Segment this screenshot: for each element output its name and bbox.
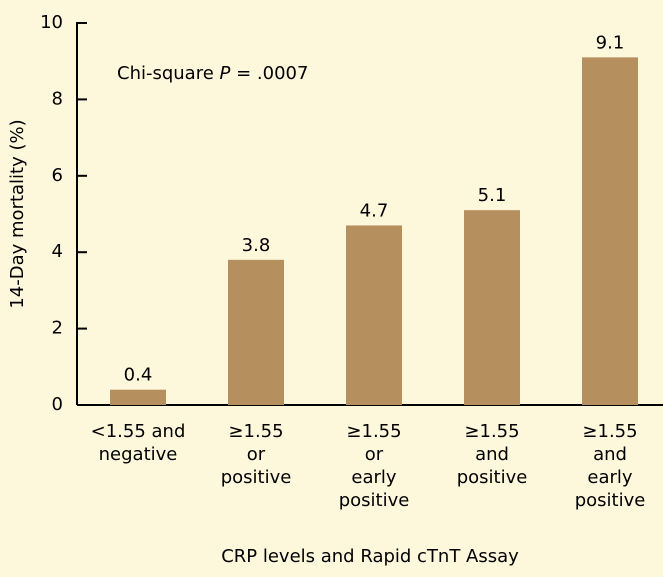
bar (582, 57, 638, 405)
y-tick-label: 2 (52, 318, 63, 339)
bar (346, 225, 402, 405)
x-tick-label: negative (99, 444, 178, 465)
bar (228, 259, 284, 405)
x-tick-label: or (247, 444, 266, 465)
value-label: 3.8 (242, 235, 271, 256)
bar (110, 389, 166, 405)
y-tick-label: 10 (40, 12, 63, 33)
y-tick-label: 4 (52, 241, 63, 262)
y-tick-label: 6 (52, 165, 63, 186)
y-axis-label: 14-Day mortality (%) (7, 119, 28, 308)
x-tick-label: early (351, 467, 397, 488)
annotation-text: P (220, 63, 231, 84)
x-tick-label: or (365, 444, 384, 465)
annotation: Chi-square P = .0007 (117, 63, 308, 84)
value-label: 9.1 (596, 32, 625, 53)
value-label: 4.7 (360, 200, 389, 221)
bar (464, 210, 520, 405)
y-tick-label: 8 (52, 88, 63, 109)
x-tick-label: ≥1.55 (228, 421, 283, 442)
x-tick-label: positive (221, 467, 292, 488)
x-axis-label: CRP levels and Rapid cTnT Assay (221, 546, 519, 567)
annotation-text: = .0007 (230, 63, 308, 84)
x-tick-label: positive (457, 467, 528, 488)
x-tick-label: positive (339, 490, 410, 511)
x-tick-label: positive (575, 490, 646, 511)
x-tick-label: ≥1.55 (346, 421, 401, 442)
x-tick-label: and (593, 444, 627, 465)
x-tick-label: ≥1.55 (464, 421, 519, 442)
value-label: 0.4 (124, 365, 153, 386)
x-tick-label: and (475, 444, 509, 465)
annotation-text: Chi-square (117, 63, 220, 84)
x-tick-label: <1.55 and (91, 421, 186, 442)
x-tick-label: ≥1.55 (582, 421, 637, 442)
value-label: 5.1 (478, 185, 507, 206)
y-tick-label: 0 (52, 394, 63, 415)
x-tick-label: early (587, 467, 633, 488)
